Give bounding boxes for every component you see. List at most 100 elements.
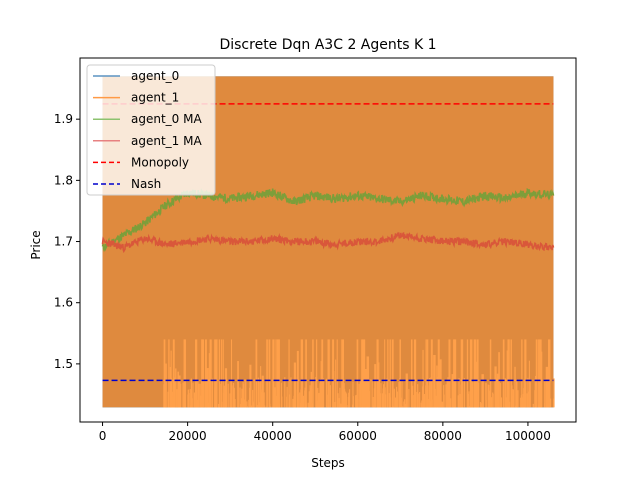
agent-1-spike <box>258 402 261 408</box>
agent-1-spike <box>383 384 385 408</box>
agent-1-spike <box>387 339 389 408</box>
agent-1-spike <box>195 339 198 408</box>
agent-1-spike <box>192 382 194 408</box>
agent-1-spike <box>427 339 429 408</box>
agent-1-spike <box>490 397 493 408</box>
agent-1-spike <box>377 378 379 408</box>
agent-1-spike <box>422 378 425 408</box>
agent-1-spike <box>322 378 324 408</box>
agent-1-spike <box>485 400 487 408</box>
agent-1-spike <box>474 378 476 408</box>
agent-1-spike <box>401 381 403 408</box>
agent-1-spike <box>496 373 499 408</box>
agent-1-spike <box>355 395 357 408</box>
agent-1-spike <box>308 391 310 408</box>
agent-1-spike <box>499 383 501 408</box>
agent-1-spike <box>425 379 427 408</box>
agent-1-spike <box>443 394 445 408</box>
agent-1-spike <box>196 399 198 408</box>
agent-1-spike <box>348 389 351 408</box>
agent-1-spike <box>215 385 217 408</box>
agent-1-spike <box>378 379 380 408</box>
agent-1-spike <box>448 339 451 408</box>
agent-1-spike <box>406 382 408 408</box>
agent-1-spike <box>260 392 263 408</box>
agent-1-spike <box>327 339 330 408</box>
agent-1-spike <box>396 391 398 408</box>
agent-1-spike <box>363 339 366 408</box>
agent-1-spike <box>233 387 235 408</box>
agent-1-spike <box>348 392 350 408</box>
agent-1-spike <box>332 370 335 408</box>
agent-1-spike <box>265 406 267 408</box>
agent-1-spike <box>221 339 223 408</box>
agent-1-spike <box>305 339 307 408</box>
agent-1-spike <box>296 389 299 408</box>
agent-1-ma-line <box>101 231 555 254</box>
agent-1-spike <box>305 403 307 408</box>
agent-1-spike <box>239 387 241 408</box>
agent-1-spike <box>275 339 277 408</box>
agent-1-spike <box>534 378 536 408</box>
agent-1-spike <box>459 394 461 408</box>
agent-1-spike <box>278 397 280 408</box>
agent-1-spike <box>227 383 229 408</box>
agent-1-spike <box>342 339 344 408</box>
agent-1-spike <box>165 363 167 408</box>
x-axis-label: Steps <box>311 456 345 470</box>
agent-1-spike <box>425 339 427 408</box>
agent-1-spike <box>529 381 531 408</box>
agent-1-spike <box>224 368 228 408</box>
agent-1-spike <box>281 396 283 408</box>
legend-label: agent_1 MA <box>131 134 202 148</box>
agent-1-spike <box>312 339 314 408</box>
agent-1-spike <box>433 406 435 408</box>
agent-1-spike <box>258 381 260 408</box>
x-tick-label: 20000 <box>169 429 207 443</box>
agent-1-spike <box>528 360 530 408</box>
agent-1-spike <box>344 390 346 408</box>
agent-1-spike <box>193 392 196 408</box>
agent-1-spike <box>461 396 463 408</box>
agent-1-spike <box>290 377 292 408</box>
agent-1-spike <box>232 382 235 408</box>
agent-1-spike <box>252 389 254 408</box>
agent-1-spike <box>439 359 442 408</box>
agent-1-spike <box>458 378 460 408</box>
agent-1-spike <box>413 395 415 408</box>
agent-1-spike <box>553 378 555 408</box>
agent-1-spike <box>329 385 331 408</box>
agent-1-spike <box>179 384 181 408</box>
agent-1-spike <box>209 339 212 408</box>
agent-1-spike <box>393 388 395 408</box>
agent-1-spike <box>288 339 290 408</box>
agent-1-spike <box>278 339 280 408</box>
agent-1-spike <box>243 399 245 408</box>
agent-1-spike <box>214 339 218 408</box>
agent-1-spike <box>261 401 263 408</box>
agent-1-spike <box>249 364 252 408</box>
agent-1-spike <box>272 339 275 408</box>
agent-1-spike <box>414 339 417 408</box>
agent-1-spike <box>321 339 324 408</box>
agent-1-spike <box>475 361 477 408</box>
agent-1-spike <box>494 401 496 408</box>
agent-1-spike <box>384 339 386 408</box>
agent-1-spike <box>505 397 507 408</box>
agent-1-spike <box>167 391 169 408</box>
agent-1-spike <box>392 406 395 408</box>
legend-label: agent_1 <box>131 91 179 105</box>
agent-1-spike <box>467 393 469 408</box>
agent-1-spike <box>412 385 414 408</box>
agent-1-spike <box>299 402 301 408</box>
agent-1-spike <box>384 394 387 408</box>
agent-1-spike <box>245 380 247 408</box>
x-tick-label: 0 <box>99 429 107 443</box>
agent-1-spike <box>210 401 212 408</box>
agent-1-spike <box>418 391 421 408</box>
agent-1-spike <box>379 393 381 408</box>
agent-1-spike <box>386 378 388 408</box>
agent-1-spike <box>204 339 207 408</box>
agent-1-spike <box>241 388 243 408</box>
agent-1-spike <box>446 380 448 408</box>
